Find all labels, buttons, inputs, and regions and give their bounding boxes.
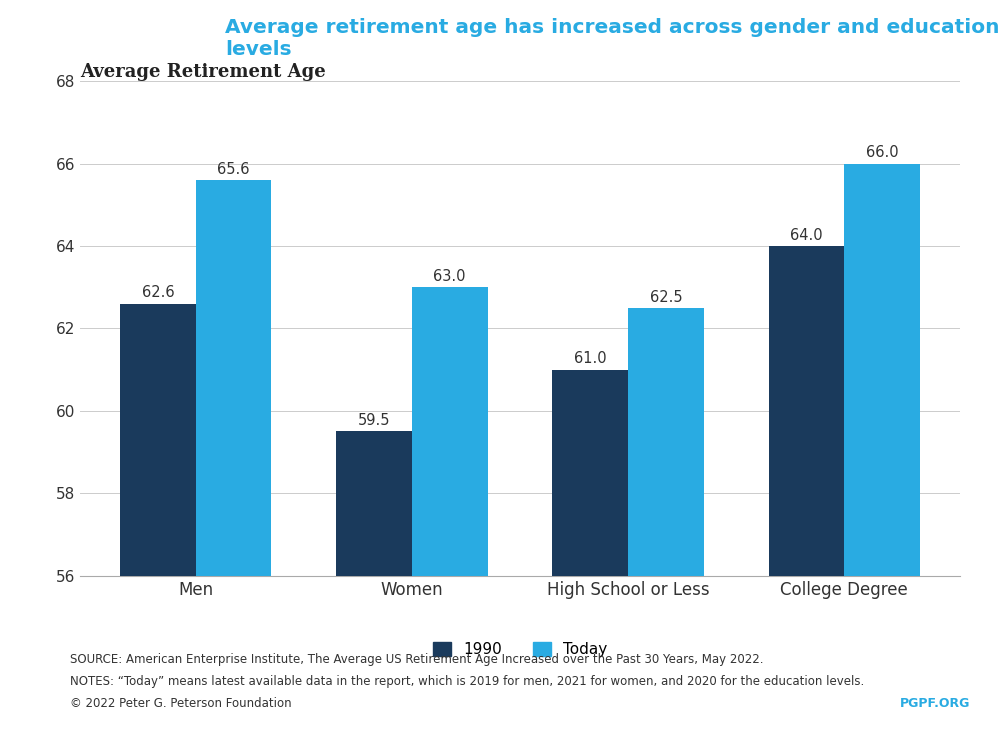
Text: 66.0: 66.0 (866, 145, 898, 160)
Text: PETERSON: PETERSON (72, 42, 138, 52)
Text: PGPF.ORG: PGPF.ORG (900, 697, 970, 711)
Text: © 2022 Peter G. Peterson Foundation: © 2022 Peter G. Peterson Foundation (70, 697, 292, 711)
Bar (120, 303, 196, 738)
Bar (769, 246, 844, 738)
Text: 64.0: 64.0 (790, 228, 823, 243)
Bar (9, 10, 62, 75)
Bar (336, 432, 412, 738)
Text: PETER G.: PETER G. (72, 23, 128, 33)
Text: Average Retirement Age: Average Retirement Age (80, 63, 326, 80)
Text: 65.6: 65.6 (217, 162, 250, 177)
Text: SOURCE: American Enterprise Institute, The Average US Retirement Age Increased o: SOURCE: American Enterprise Institute, T… (70, 653, 764, 666)
Text: FOUNDATION: FOUNDATION (72, 62, 149, 72)
Text: 63.0: 63.0 (433, 269, 466, 284)
Text: 61.0: 61.0 (574, 351, 607, 366)
Text: 62.6: 62.6 (142, 286, 174, 300)
Bar (552, 370, 628, 738)
Text: NOTES: “Today” means latest available data in the report, which is 2019 for men,: NOTES: “Today” means latest available da… (70, 675, 864, 689)
Text: 62.5: 62.5 (650, 289, 682, 305)
Bar (628, 308, 704, 738)
Bar (196, 180, 271, 738)
Bar (412, 287, 488, 738)
Text: Average retirement age has increased across gender and education levels: Average retirement age has increased acr… (225, 18, 1000, 59)
Bar (844, 164, 920, 738)
Text: 59.5: 59.5 (358, 413, 390, 428)
Legend: 1990, Today: 1990, Today (433, 642, 607, 657)
